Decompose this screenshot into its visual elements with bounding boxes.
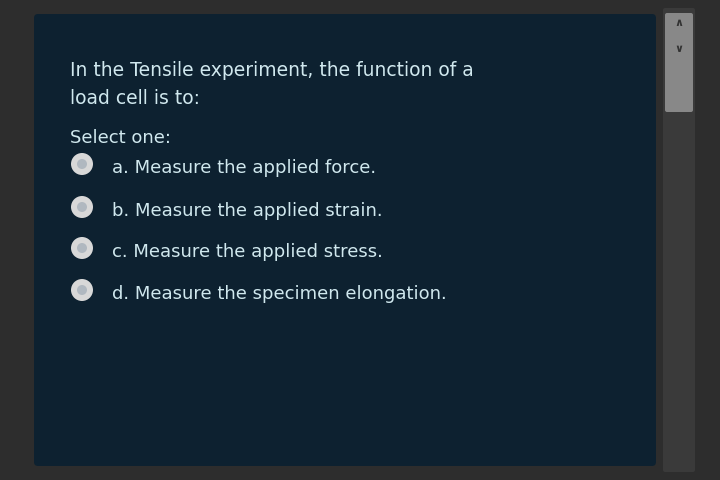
Circle shape [77,160,87,169]
Circle shape [71,154,93,176]
FancyBboxPatch shape [663,9,695,472]
Text: a. Measure the applied force.: a. Measure the applied force. [112,159,376,177]
Circle shape [77,243,87,253]
Circle shape [77,203,87,213]
Text: c. Measure the applied stress.: c. Measure the applied stress. [112,242,383,261]
Text: ∨: ∨ [675,44,683,54]
Circle shape [71,238,93,260]
Text: ∧: ∧ [675,18,683,28]
Text: b. Measure the applied strain.: b. Measure the applied strain. [112,202,382,219]
Circle shape [71,197,93,218]
Circle shape [77,286,87,295]
Text: In the Tensile experiment, the function of a: In the Tensile experiment, the function … [70,61,474,80]
Text: load cell is to:: load cell is to: [70,89,200,108]
Text: d. Measure the specimen elongation.: d. Measure the specimen elongation. [112,285,446,302]
FancyBboxPatch shape [665,14,693,113]
FancyBboxPatch shape [34,15,656,466]
Text: Select one:: Select one: [70,129,171,147]
Circle shape [71,279,93,301]
